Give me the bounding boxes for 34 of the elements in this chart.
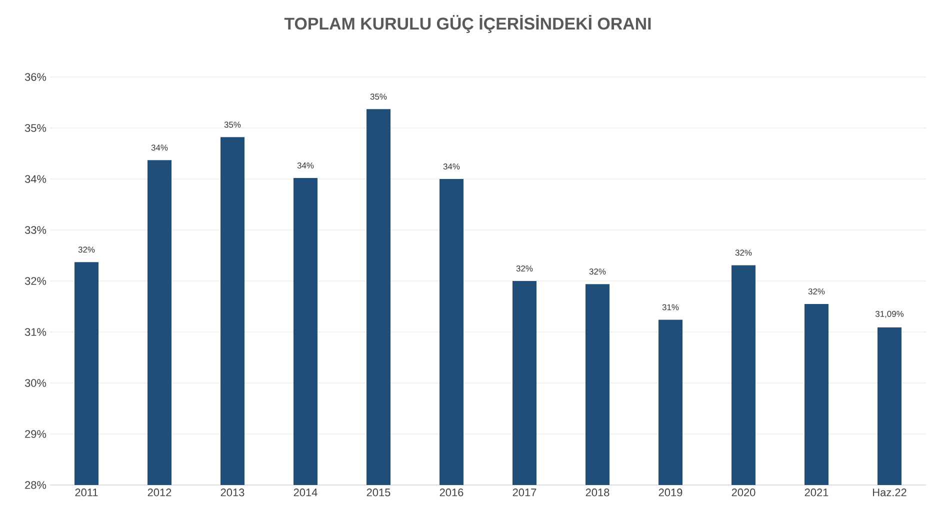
data-label: 32% [808,288,825,294]
data-label: 34% [443,163,460,170]
x-tick-label: 2015 [366,488,390,496]
x-tick-label: 2021 [804,488,828,496]
y-tick-label: 31% [24,328,46,336]
x-tick-label: 2014 [294,488,318,496]
y-tick-label: 29% [25,430,46,438]
y-tick-label: 28% [25,481,46,489]
x-tick-label: 2017 [512,488,536,496]
x-tick-label: 2018 [586,488,610,496]
x-tick-label: 2011 [75,488,98,496]
y-tick-label: 33% [24,226,46,234]
x-tick-label: 2016 [440,488,464,496]
data-label: 31% [662,304,679,310]
data-label: 34% [151,144,168,151]
y-tick-label: 32% [24,277,46,285]
data-label: 35% [224,122,241,128]
x-tick-label: 2020 [732,488,756,496]
y-tick-label: 36% [24,73,46,81]
x-tick-label: 2019 [658,488,682,496]
x-tick-label: 2013 [220,488,244,496]
data-label: 34% [297,162,314,168]
data-label: 32% [589,268,606,275]
data-label: 31,09% [875,310,904,318]
chart-title: TOPLAM KURULU GÜÇ İÇERİSİNDEKİ ORANI [284,14,651,34]
data-label: 35% [370,94,387,100]
y-tick-label: 35% [24,124,46,132]
y-tick-label: 30% [24,379,46,387]
data-label: 32% [78,246,95,253]
x-tick-label: 2012 [148,488,172,496]
y-tick-label: 34% [24,175,46,183]
data-label: 32% [516,265,533,272]
data-label: 32% [735,250,752,256]
x-tick-label: Haz.22 [873,488,906,496]
